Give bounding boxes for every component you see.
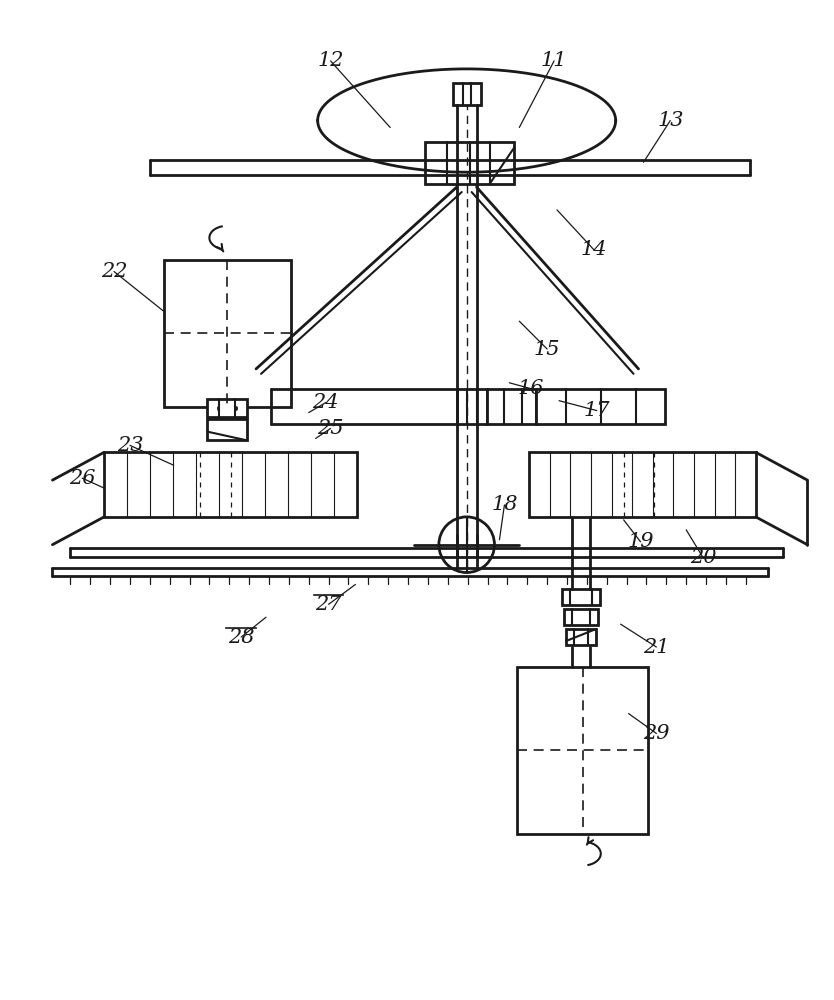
Bar xyxy=(562,589,600,605)
Text: 27: 27 xyxy=(315,595,342,614)
Bar xyxy=(536,389,666,424)
Text: 22: 22 xyxy=(101,262,128,281)
Bar xyxy=(530,452,756,517)
Bar xyxy=(566,629,595,645)
Bar xyxy=(163,260,291,407)
Text: 23: 23 xyxy=(117,436,143,455)
Text: 19: 19 xyxy=(627,532,654,551)
Text: 14: 14 xyxy=(580,240,607,259)
Text: 24: 24 xyxy=(313,393,339,412)
Bar xyxy=(486,389,536,424)
Bar xyxy=(517,667,649,834)
Text: 11: 11 xyxy=(540,51,567,70)
Text: 16: 16 xyxy=(518,379,545,398)
Bar xyxy=(425,142,515,184)
Text: 17: 17 xyxy=(584,401,610,420)
Text: 21: 21 xyxy=(643,638,670,657)
Bar xyxy=(208,419,247,440)
Text: 20: 20 xyxy=(690,548,716,567)
Text: 13: 13 xyxy=(657,111,684,130)
Text: 25: 25 xyxy=(317,419,344,438)
Bar xyxy=(104,452,358,517)
Text: 15: 15 xyxy=(534,340,560,359)
Text: 12: 12 xyxy=(317,51,344,70)
Text: 26: 26 xyxy=(69,469,96,488)
Bar xyxy=(564,609,598,625)
Text: 29: 29 xyxy=(643,724,670,743)
Bar xyxy=(453,83,480,105)
Text: 28: 28 xyxy=(228,628,254,647)
Text: 18: 18 xyxy=(491,495,518,514)
Bar xyxy=(457,389,486,424)
Bar xyxy=(208,399,247,417)
